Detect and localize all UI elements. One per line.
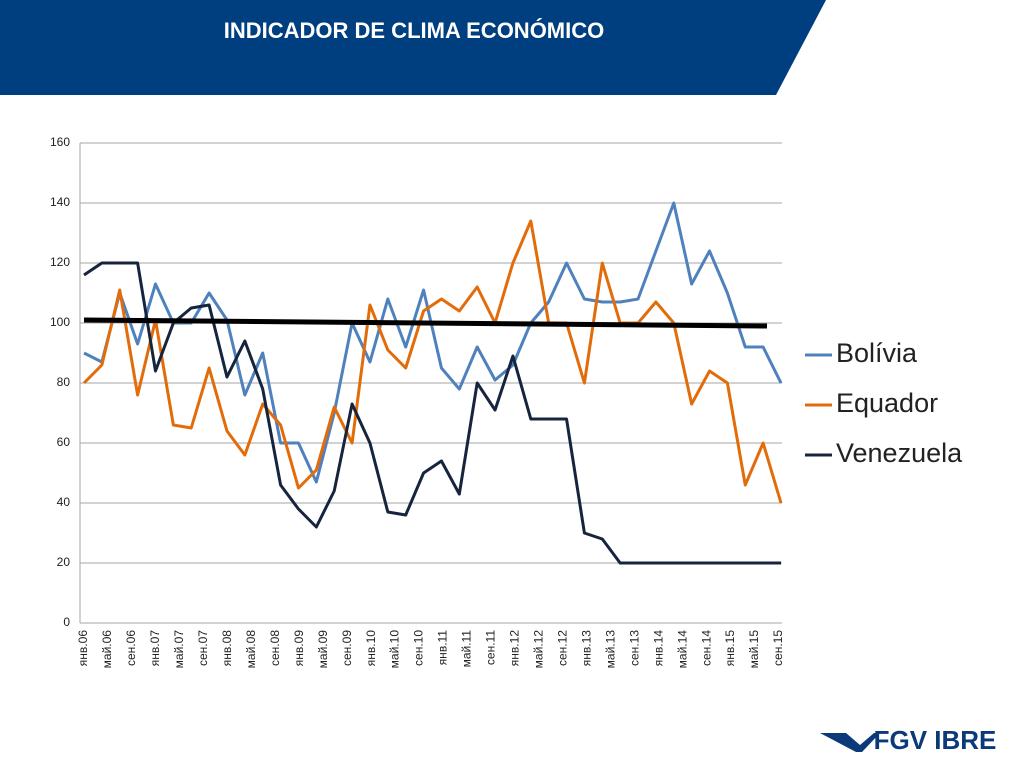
y-tick-label: 160	[50, 135, 70, 149]
series-line	[83, 201, 783, 484]
x-tick-label: янв.13	[579, 630, 593, 667]
x-tick-label: янв.10	[364, 630, 378, 667]
x-tick-label: янв.06	[76, 630, 90, 667]
x-tick-label: май.15	[747, 630, 761, 669]
series-line	[82, 219, 783, 504]
legend-label: Venezuela	[836, 438, 963, 468]
x-tick-label: янв.08	[220, 630, 234, 667]
y-tick-label: 60	[57, 435, 71, 449]
y-tick-label: 40	[57, 495, 71, 509]
x-tick-label: янв.15	[723, 630, 737, 667]
x-tick-label: янв.14	[651, 630, 665, 667]
y-tick-label: 140	[50, 195, 70, 209]
trend-line	[83, 317, 768, 329]
series-line	[83, 261, 781, 565]
x-tick-label: сен.10	[412, 630, 426, 666]
x-tick-label: май.09	[316, 630, 330, 669]
logo: FGV IBRE	[874, 725, 997, 755]
y-tick-label: 120	[50, 255, 70, 269]
y-tick-label: 80	[57, 375, 71, 389]
x-tick-label: май.12	[532, 630, 546, 669]
x-tick-label: янв.11	[436, 630, 450, 666]
y-tick-label: 100	[50, 315, 70, 329]
x-tick-label: янв.12	[508, 630, 522, 667]
x-tick-label: янв.09	[292, 630, 306, 667]
x-tick-label: май.13	[603, 630, 617, 669]
x-tick-label: сен.12	[555, 630, 569, 666]
x-tick-label: май.08	[244, 630, 258, 669]
x-tick-label: май.11	[460, 630, 474, 668]
logo-mark	[820, 733, 880, 752]
x-tick-label: май.10	[388, 630, 402, 669]
x-tick-label: сен.13	[627, 630, 641, 666]
x-tick-label: сен.07	[196, 630, 210, 666]
x-tick-label: май.14	[675, 630, 689, 669]
x-tick-label: сен.06	[124, 630, 138, 666]
y-tick-label: 0	[63, 615, 70, 629]
x-tick-label: янв.07	[148, 630, 162, 667]
x-tick-label: сен.14	[699, 630, 713, 666]
chart-title: INDICADOR DE CLIMA ECONÓMICO	[224, 18, 605, 43]
x-tick-label: сен.09	[340, 630, 354, 666]
x-tick-label: май.07	[172, 630, 186, 669]
x-tick-label: сен.11	[484, 630, 498, 665]
y-tick-label: 20	[57, 555, 71, 569]
legend-label: Bolívia	[836, 338, 918, 368]
x-tick-label: сен.15	[771, 630, 785, 666]
legend-label: Equador	[836, 388, 938, 418]
x-tick-label: сен.08	[268, 630, 282, 666]
header-banner	[0, 0, 826, 95]
x-tick-label: май.06	[100, 630, 114, 669]
